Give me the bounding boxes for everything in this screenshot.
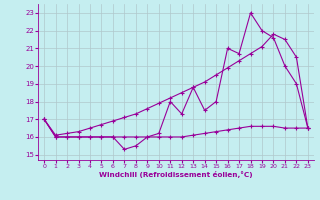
X-axis label: Windchill (Refroidissement éolien,°C): Windchill (Refroidissement éolien,°C) — [99, 171, 253, 178]
